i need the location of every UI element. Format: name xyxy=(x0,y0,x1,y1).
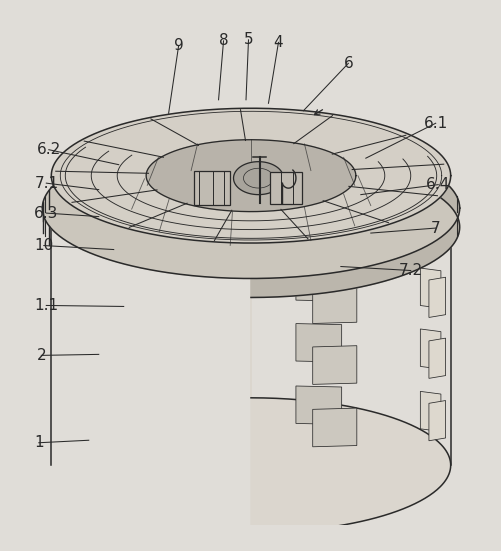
Polygon shape xyxy=(295,263,341,301)
Text: 10: 10 xyxy=(34,238,53,253)
Text: 7.1: 7.1 xyxy=(34,176,58,191)
Text: 6.4: 6.4 xyxy=(425,177,449,192)
Text: 4: 4 xyxy=(273,35,283,50)
Text: 1: 1 xyxy=(34,435,44,450)
Polygon shape xyxy=(312,285,356,323)
Polygon shape xyxy=(51,141,450,533)
Polygon shape xyxy=(295,323,341,362)
Polygon shape xyxy=(146,140,355,212)
Text: 2: 2 xyxy=(37,348,46,363)
Polygon shape xyxy=(428,277,445,317)
Polygon shape xyxy=(42,138,459,278)
Polygon shape xyxy=(312,408,356,447)
Text: 6.3: 6.3 xyxy=(34,206,59,220)
Text: 7: 7 xyxy=(430,220,440,236)
Polygon shape xyxy=(270,172,302,204)
Text: 7.2: 7.2 xyxy=(398,263,422,278)
Polygon shape xyxy=(295,386,341,424)
Polygon shape xyxy=(419,391,440,431)
Polygon shape xyxy=(419,329,440,369)
Polygon shape xyxy=(428,338,445,379)
Text: 8: 8 xyxy=(218,34,228,48)
Polygon shape xyxy=(193,171,229,204)
Polygon shape xyxy=(419,268,440,308)
Text: 6.1: 6.1 xyxy=(423,116,447,131)
Text: 6.2: 6.2 xyxy=(37,142,61,157)
Text: 9: 9 xyxy=(173,39,183,53)
Polygon shape xyxy=(233,161,283,195)
Text: 6: 6 xyxy=(343,56,353,71)
Text: 5: 5 xyxy=(243,33,253,47)
Polygon shape xyxy=(51,108,450,243)
Polygon shape xyxy=(312,345,356,385)
Text: 1.1: 1.1 xyxy=(34,298,58,313)
Polygon shape xyxy=(428,401,445,441)
Polygon shape xyxy=(250,138,459,298)
